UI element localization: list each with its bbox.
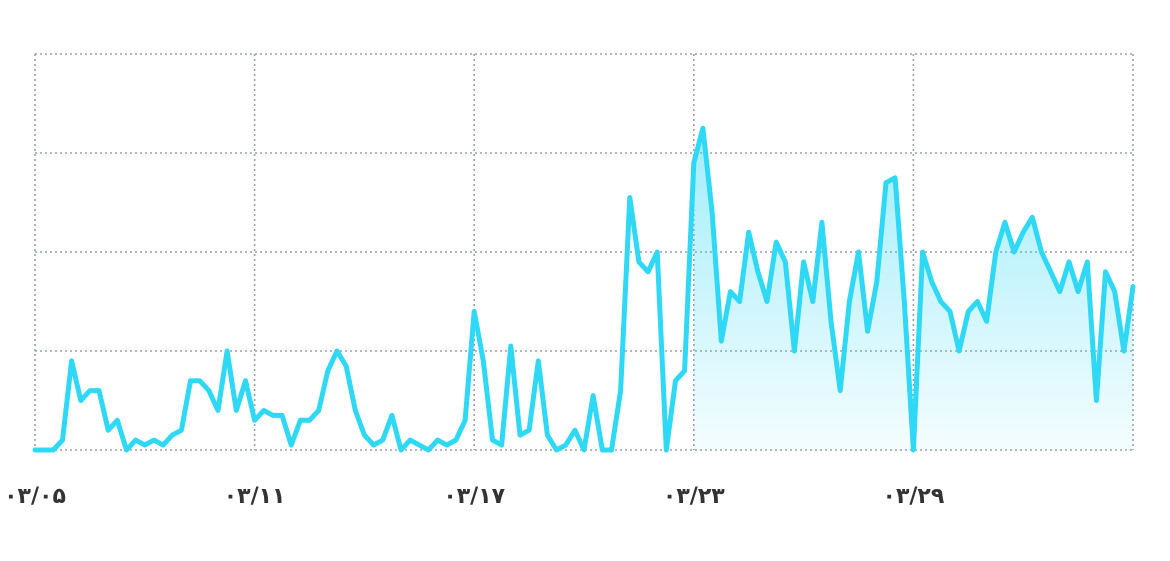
x-tick-label: ۰۳/۲۳ <box>663 484 725 509</box>
x-tick-label: ۰۳/۱۷ <box>443 484 505 509</box>
area <box>693 128 1133 450</box>
x-tick-label: ۰۳/۱۱ <box>224 484 286 509</box>
x-tick-label: ۰۳/۲۹ <box>883 484 945 509</box>
x-tick-label: ۰۳/۰۵ <box>4 484 66 509</box>
line <box>32 125 1136 453</box>
